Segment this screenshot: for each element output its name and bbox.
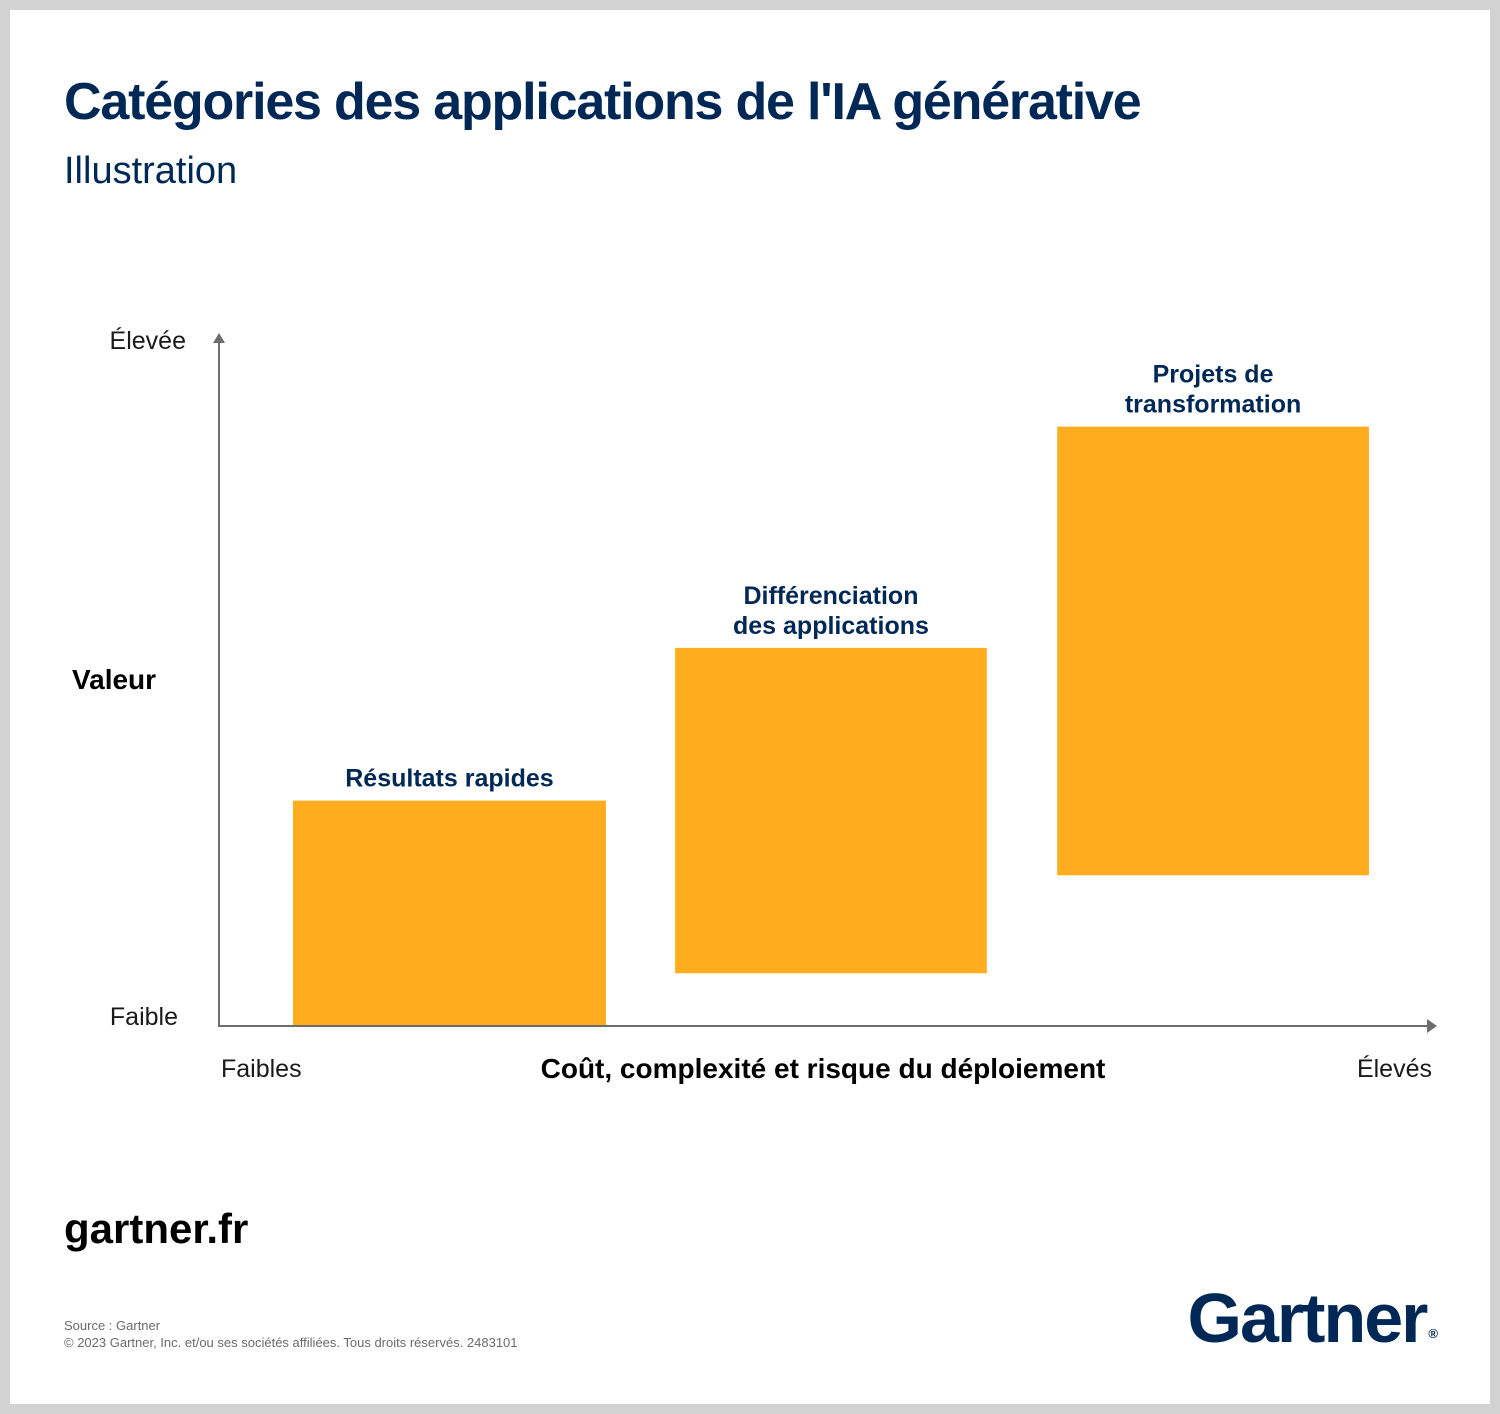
x-axis-title: Coût, complexité et risque du déploiemen… xyxy=(541,1053,1106,1084)
bar-label-projets-de-transformation-line-1: Projets de xyxy=(1153,361,1274,389)
y-axis-title: Valeur xyxy=(72,664,156,695)
logo-text: Gartner xyxy=(1187,1279,1429,1357)
registered-mark: ® xyxy=(1428,1326,1438,1341)
bar-projets-de-transformation xyxy=(1057,426,1369,876)
x-axis-arrow xyxy=(1427,1019,1437,1033)
y-tick-label-high: Élevée xyxy=(110,326,186,355)
gartner-logo: Gartner ® xyxy=(1188,1278,1438,1358)
bar-label-projets-de-transformation-line-2: transformation xyxy=(1125,391,1301,419)
y-axis-arrow xyxy=(213,333,225,343)
bar-label-differenciation-des-applications-line-1: Différenciation xyxy=(743,582,918,610)
page-title: Catégories des applications de l'IA géné… xyxy=(64,73,1142,131)
copyright-note: © 2023 Gartner, Inc. et/ou ses sociétés … xyxy=(64,1335,518,1350)
x-tick-label-low: Faibles xyxy=(221,1055,302,1083)
bar-label-differenciation-des-applications-line-2: des applications xyxy=(733,612,929,640)
bar-resultats-rapides xyxy=(292,800,606,1026)
source-note: Source : Gartner xyxy=(64,1318,161,1333)
x-tick-label-high: Élevés xyxy=(1357,1054,1432,1083)
site-url: gartner.fr xyxy=(64,1205,249,1252)
bar-differenciation-des-applications xyxy=(675,647,987,974)
y-tick-label-low: Faible xyxy=(110,1003,178,1031)
page-subtitle: Illustration xyxy=(64,150,238,192)
bar-label-resultats-rapides: Résultats rapides xyxy=(345,765,553,793)
